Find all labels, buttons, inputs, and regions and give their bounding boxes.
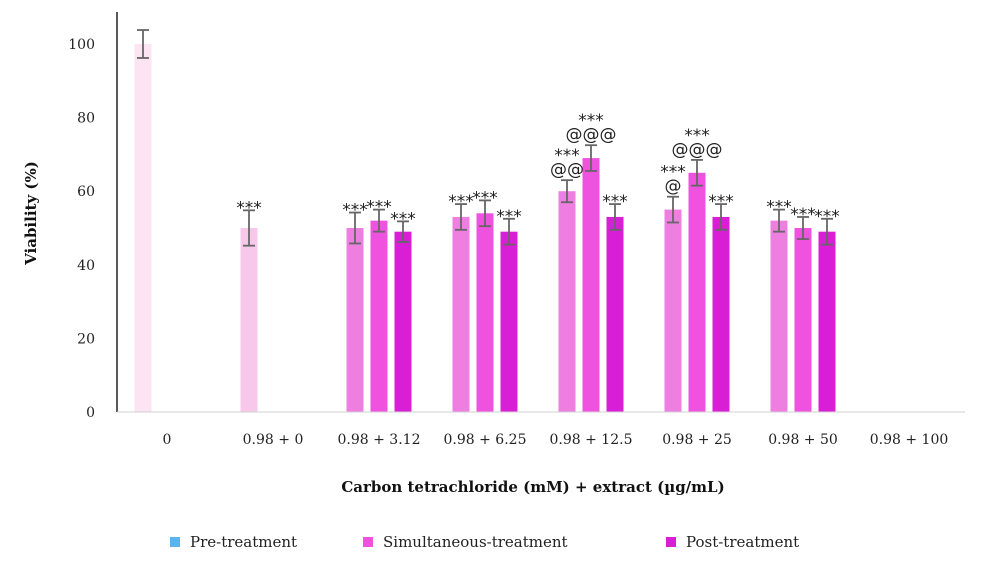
- bar: [664, 209, 682, 412]
- significance-label: ***: [684, 126, 710, 146]
- legend-swatch-pre: [170, 537, 180, 547]
- x-tick-label: 0.98 + 3.12: [338, 432, 421, 448]
- significance-label: ***: [472, 188, 498, 208]
- x-tick-label: 0.98 + 25: [662, 432, 732, 448]
- bar: [688, 172, 706, 412]
- bar: [134, 44, 152, 412]
- legend-swatch-post: [666, 537, 676, 547]
- significance-label: ***: [814, 207, 840, 227]
- significance-label: @: [665, 177, 682, 197]
- legend-label-post: Post-treatment: [686, 533, 800, 551]
- significance-label: @@: [550, 160, 584, 180]
- x-tick-label: 0.98 + 50: [768, 432, 838, 448]
- y-tick-label: 100: [68, 37, 95, 53]
- bar: [606, 216, 624, 412]
- bar: [794, 228, 812, 412]
- significance-label: ***: [390, 209, 416, 229]
- error-bars: [137, 29, 833, 247]
- significance-label: ***: [790, 205, 816, 225]
- bar: [558, 191, 576, 412]
- significance-label: ***: [554, 146, 580, 166]
- x-tick-label: 0.98 + 12.5: [550, 432, 633, 448]
- significance-label: ***: [708, 192, 734, 212]
- significance-label: ***: [660, 163, 686, 183]
- legend-swatch-simultaneous: [363, 537, 373, 547]
- bar: [394, 231, 412, 412]
- y-tick-label: 60: [77, 184, 95, 200]
- x-tick-label: 0.98 + 100: [870, 432, 949, 448]
- significance-label: ***: [448, 192, 474, 212]
- x-tick-label: 0: [163, 432, 172, 448]
- bar: [452, 216, 470, 412]
- bar: [500, 231, 518, 412]
- significance-label: ***: [578, 111, 604, 131]
- significance-label: ***: [602, 192, 628, 212]
- significance-labels: *** *** ***@@***@********* ***@@@***@@@****…: [236, 111, 840, 229]
- y-tick-label: 20: [77, 331, 95, 347]
- bar: [476, 213, 494, 412]
- y-tick-label: 0: [86, 405, 95, 421]
- legend: Pre-treatment Simultaneous-treatment Pos…: [0, 533, 1000, 557]
- bar: [346, 228, 364, 412]
- bar: [582, 158, 600, 412]
- bar: [818, 231, 836, 412]
- y-axis-title: Viability (%): [22, 161, 40, 266]
- bar: [712, 216, 730, 412]
- y-tick-label: 80: [77, 111, 95, 127]
- significance-label: ***: [342, 201, 368, 221]
- legend-item-pre: Pre-treatment: [170, 533, 297, 551]
- y-tick-label: 40: [77, 258, 95, 274]
- y-axis-ticks: 0 20 40 60 80 100: [68, 37, 95, 421]
- bars: [134, 44, 836, 412]
- significance-label: @@@: [672, 140, 723, 160]
- significance-label: ***: [366, 198, 392, 218]
- significance-label: ***: [496, 207, 522, 227]
- x-tick-label: 0.98 + 6.25: [444, 432, 527, 448]
- x-axis-ticks: 0 0.98 + 0 0.98 + 3.12 0.98 + 6.25 0.98 + 12…: [163, 432, 949, 448]
- legend-item-simultaneous: Simultaneous-treatment: [363, 533, 568, 551]
- x-axis-title: Carbon tetrachloride (mM) + extract (µg/…: [341, 478, 724, 496]
- legend-item-post: Post-treatment: [666, 533, 799, 551]
- significance-label: ***: [236, 198, 262, 218]
- legend-label-pre: Pre-treatment: [190, 533, 298, 551]
- significance-label: @@@: [566, 125, 617, 145]
- significance-label: ***: [766, 198, 792, 218]
- x-tick-label: 0.98 + 0: [243, 432, 304, 448]
- legend-label-simultaneous: Simultaneous-treatment: [383, 533, 568, 551]
- bar: [240, 228, 258, 412]
- bar: [770, 220, 788, 412]
- bar: [370, 220, 388, 412]
